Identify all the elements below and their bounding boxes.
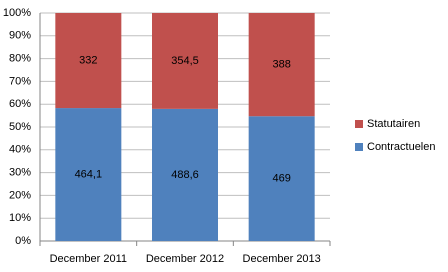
y-tick-label: 80% (9, 53, 31, 65)
y-tick-label: 60% (9, 98, 31, 110)
x-tick-label: December 2011 (50, 253, 127, 265)
y-tick-label: 0% (15, 235, 31, 247)
value-label: 332 (79, 54, 97, 66)
bar-segment (248, 116, 315, 241)
bar-segment (152, 108, 218, 241)
value-label: 488,6 (171, 169, 199, 181)
bar-segment (55, 108, 122, 242)
legend-label: Statutairen (367, 118, 420, 130)
y-tick-label: 20% (9, 189, 31, 201)
legend-swatch (355, 143, 363, 151)
value-label: 469 (272, 173, 290, 185)
value-label: 354,5 (171, 55, 199, 67)
x-tick-label: December 2012 (146, 253, 224, 265)
bar-segment (152, 13, 218, 109)
y-tick-label: 40% (9, 144, 31, 156)
y-tick-label: 90% (9, 30, 31, 42)
value-label: 464,1 (75, 168, 103, 180)
y-tick-label: 10% (9, 212, 31, 224)
x-tick-label: December 2013 (243, 253, 321, 265)
y-tick-label: 100% (3, 7, 31, 19)
y-tick-label: 50% (9, 121, 31, 133)
value-label: 388 (272, 59, 290, 71)
y-tick-label: 30% (9, 167, 31, 179)
bar-segment (248, 13, 315, 117)
legend-label: Contractuelen (367, 141, 436, 153)
y-tick-label: 70% (9, 75, 31, 87)
bar-segment (55, 13, 122, 109)
legend-swatch (355, 120, 363, 128)
